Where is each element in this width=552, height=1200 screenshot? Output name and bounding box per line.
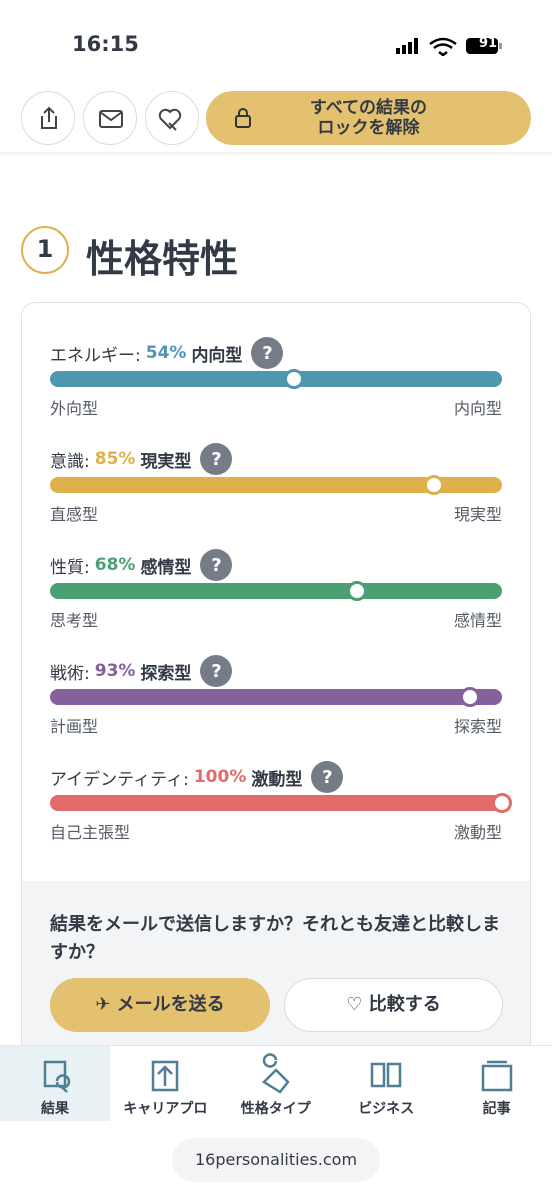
share-panel: 結果をメールで送信しますか？それとも友達と比較しますか？ ✈ メールを送る ♡ … bbox=[22, 881, 530, 1061]
url-bar[interactable]: 16personalities.com bbox=[172, 1138, 380, 1182]
trait-label: 意識: bbox=[50, 451, 90, 472]
share-button[interactable] bbox=[21, 91, 75, 145]
trait-label-row: アイデンティティ: 100% 激動型? bbox=[50, 761, 344, 793]
trait-left-label: 直感型 bbox=[50, 505, 99, 524]
nav-item[interactable]: キャリアプロ bbox=[110, 1046, 220, 1121]
trait-knob bbox=[347, 581, 368, 601]
trait-knob bbox=[424, 475, 445, 495]
nav-item[interactable]: ビジネス bbox=[331, 1046, 441, 1121]
nav-icon bbox=[152, 1060, 179, 1092]
trait-label: アイデンティティ: bbox=[50, 769, 189, 790]
trait-right-label: 感情型 bbox=[453, 611, 502, 630]
trait-percent: 100% bbox=[193, 767, 247, 787]
divider bbox=[0, 152, 552, 156]
mail-button[interactable] bbox=[83, 91, 137, 145]
compare-button-label: 比較する bbox=[368, 994, 441, 1015]
trait-label: 戦術: bbox=[50, 663, 90, 684]
trait-right-label: 内向型 bbox=[453, 399, 502, 418]
nav-item[interactable]: 性格タイプ bbox=[221, 1046, 331, 1121]
trait-label: 性質: bbox=[50, 557, 90, 578]
email-button[interactable]: ✈ メールを送る bbox=[50, 978, 270, 1032]
trait-track bbox=[50, 371, 502, 387]
trait-right-label: 探索型 bbox=[453, 717, 502, 736]
trait-type: 感情型 bbox=[140, 557, 192, 578]
trait-track bbox=[50, 795, 502, 811]
compare-button[interactable]: ♡ 比較する bbox=[284, 978, 503, 1032]
unlock-button[interactable]: すべての結果の ロックを解除 bbox=[206, 91, 531, 145]
trait-label-row: 性質: 68% 感情型? bbox=[50, 549, 233, 581]
nav-item[interactable]: 結果 bbox=[0, 1046, 110, 1121]
trait-type: 内向型 bbox=[191, 345, 243, 366]
trait-type: 現実型 bbox=[140, 451, 192, 472]
traits-card: エネルギー: 54% 内向型? 外向型 内向型 意識: 85% 現実型? 直感型 現実型 性質: 68… bbox=[21, 302, 531, 1062]
section-title: 性格特性 bbox=[86, 237, 239, 281]
nav-label: 記事 bbox=[482, 1101, 511, 1117]
trait-label-row: 戦術: 93% 探索型? bbox=[50, 655, 233, 687]
time: 16:15 bbox=[72, 32, 139, 56]
nav-icon bbox=[261, 1053, 290, 1094]
trait-knob bbox=[460, 687, 481, 707]
trait-track bbox=[50, 477, 502, 493]
trait-percent: 93% bbox=[94, 661, 136, 681]
share-question: 結果をメールで送信しますか？それとも友達と比較しますか？ bbox=[50, 914, 500, 963]
trait-percent: 68% bbox=[94, 555, 136, 575]
trait-knob bbox=[284, 369, 305, 389]
trait-track bbox=[50, 583, 502, 599]
nav-label: ビジネス bbox=[358, 1101, 415, 1117]
section-number: 1 bbox=[21, 226, 69, 274]
trait-label: エネルギー: bbox=[50, 345, 141, 366]
trait-left-label: 計画型 bbox=[50, 717, 99, 736]
unlock-text: すべての結果の bbox=[309, 98, 428, 118]
status-icons bbox=[396, 37, 502, 56]
nav-label: 性格タイプ bbox=[240, 1101, 311, 1117]
trait-knob bbox=[492, 793, 512, 813]
trait-track bbox=[50, 689, 502, 705]
nav-label: キャリアプロ bbox=[123, 1101, 208, 1117]
trait-label-row: エネルギー: 54% 内向型? bbox=[50, 337, 284, 369]
nav-icon bbox=[481, 1060, 512, 1092]
nav-label: 結果 bbox=[41, 1101, 69, 1117]
trait-left-label: 思考型 bbox=[50, 611, 99, 630]
help-icon[interactable]: ? bbox=[311, 761, 344, 793]
trait-type: 探索型 bbox=[140, 663, 192, 684]
help-icon[interactable]: ? bbox=[200, 443, 233, 475]
trait-right-label: 現実型 bbox=[453, 505, 502, 524]
bottom-nav: 結果 キャリアプロ 性格タイプ ビジネス 記事 16personalities.com bbox=[0, 1045, 552, 1200]
help-icon[interactable]: ? bbox=[200, 655, 233, 687]
trait-label-row: 意識: 85% 現実型? bbox=[50, 443, 233, 475]
compare-icon-button[interactable] bbox=[145, 91, 199, 145]
email-button-label: メールを送る bbox=[116, 994, 225, 1015]
nav-icon bbox=[43, 1060, 71, 1093]
trait-right-label: 激動型 bbox=[453, 823, 502, 842]
trait-percent: 85% bbox=[94, 449, 136, 469]
trait-left-label: 外向型 bbox=[50, 399, 99, 418]
trait-left-label: 自己主張型 bbox=[50, 823, 131, 842]
help-icon[interactable]: ? bbox=[251, 337, 284, 369]
battery: 91 bbox=[478, 36, 498, 51]
nav-icon bbox=[370, 1062, 402, 1088]
nav-item[interactable]: 記事 bbox=[442, 1046, 552, 1121]
help-icon[interactable]: ? bbox=[200, 549, 233, 581]
unlock-text: ロックを解除 bbox=[317, 118, 420, 138]
trait-type: 激動型 bbox=[251, 769, 303, 790]
trait-percent: 54% bbox=[145, 343, 187, 363]
